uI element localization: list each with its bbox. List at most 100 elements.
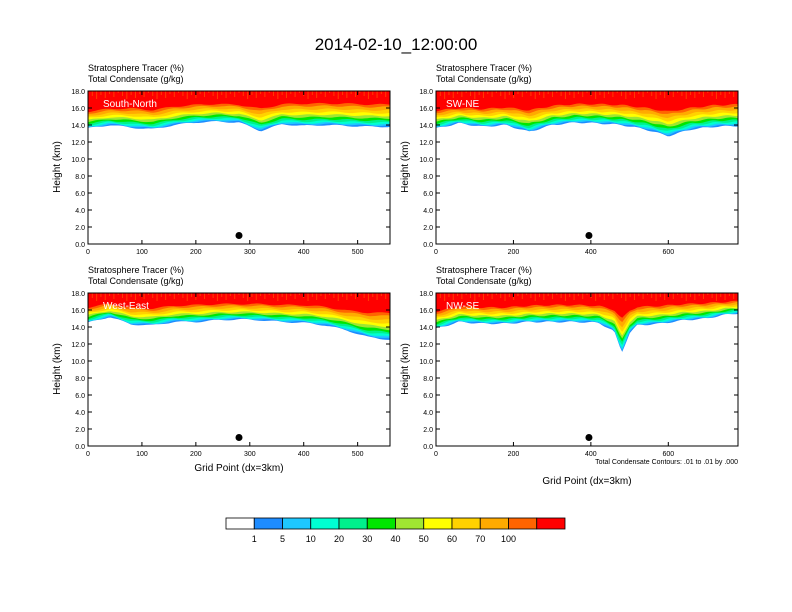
y-tick-label: 10.0 (419, 157, 433, 164)
colorbar-label: 10 (306, 534, 316, 544)
colorbar: 1 5 10 20 30 40 50 60 70 100 (225, 517, 566, 544)
panel-title-line-2: Total Condensate (g/kg) (88, 276, 184, 286)
y-tick-label: 6.0 (75, 393, 85, 400)
colorbar-swatch (479, 517, 509, 530)
tracer-contour-fill (88, 293, 390, 314)
plot-frame (435, 292, 739, 447)
x-tick-label: 200 (508, 451, 520, 458)
y-tick-label: 18.0 (419, 89, 433, 96)
colorbar-label: 100 (501, 534, 516, 544)
y-tick-label: 10.0 (71, 359, 85, 366)
plot-area (88, 91, 390, 244)
y-tick-label: 10.0 (419, 359, 433, 366)
x-tick-label: 400 (585, 451, 597, 458)
y-tick-label: 18.0 (419, 291, 433, 298)
y-tick-label: 16.0 (71, 106, 85, 113)
y-tick-label: 6.0 (423, 191, 433, 198)
colorbar-swatch (338, 517, 368, 530)
colorbar-swatch (366, 517, 396, 530)
y-tick-label: 10.0 (71, 157, 85, 164)
panel-west-east: Stratosphere Tracer (%) Total Condensate… (52, 265, 391, 474)
y-tick-label: 2.0 (423, 225, 433, 232)
x-tick-label: 0 (434, 249, 438, 256)
y-tick-label: 6.0 (75, 191, 85, 198)
y-tick-label: 14.0 (71, 123, 85, 130)
x-tick-label: 500 (352, 451, 364, 458)
y-tick-label: 4.0 (423, 208, 433, 215)
location-marker (585, 232, 593, 239)
axes: 0.0 2.0 4.0 6.0 8.0 10.0 12.0 14.0 16.0 18.0 0 100 2… (71, 89, 391, 256)
panel-title-line-1: Stratosphere Tracer (%) (88, 63, 184, 73)
colorbar-swatch (508, 517, 538, 530)
y-tick-label: 8.0 (423, 174, 433, 181)
panel-south-north: Stratosphere Tracer (%) Total Condensate… (52, 63, 391, 256)
colorbar-label: 5 (280, 534, 285, 544)
y-tick-label: 12.0 (419, 342, 433, 349)
panel-sw-ne: Stratosphere Tracer (%) Total Condensate… (400, 63, 739, 256)
y-tick-label: 0.0 (423, 242, 433, 249)
colorbar-swatch (253, 517, 283, 530)
y-tick-label: 14.0 (419, 123, 433, 130)
colorbar-swatch (310, 517, 340, 530)
x-tick-label: 200 (190, 451, 202, 458)
contour-footnote: Total Condensate Contours: .01 to .01 by… (595, 459, 738, 466)
y-tick-label: 4.0 (75, 208, 85, 215)
y-tick-label: 12.0 (71, 342, 85, 349)
x-tick-label: 100 (136, 451, 148, 458)
location-marker (235, 434, 243, 441)
colorbar-swatch (536, 517, 566, 530)
y-tick-label: 2.0 (75, 225, 85, 232)
y-tick-label: 2.0 (423, 427, 433, 434)
y-tick-label: 18.0 (71, 291, 85, 298)
x-axis-label: Grid Point (dx=3km) (194, 463, 283, 474)
colorbar-label: 1 (252, 534, 257, 544)
y-tick-label: 18.0 (71, 89, 85, 96)
plot-frame (87, 90, 391, 245)
plot-area (436, 293, 738, 446)
y-tick-label: 12.0 (419, 140, 433, 147)
x-tick-label: 400 (298, 249, 310, 256)
location-marker (585, 434, 593, 441)
x-axis-label: Grid Point (dx=3km) (542, 476, 631, 487)
x-tick-label: 0 (434, 451, 438, 458)
x-tick-label: 500 (352, 249, 364, 256)
y-axis-label: Height (km) (400, 141, 411, 193)
colorbar-swatch (282, 517, 312, 530)
y-tick-label: 12.0 (71, 140, 85, 147)
y-axis-label: Height (km) (400, 343, 411, 395)
x-tick-label: 600 (662, 249, 674, 256)
cross-section-label: SW-NE (446, 99, 479, 110)
figure-title: 2014-02-10_12:00:00 (315, 35, 478, 54)
panel-title-line-2: Total Condensate (g/kg) (88, 74, 184, 84)
y-axis-label: Height (km) (52, 141, 63, 193)
plot-area (436, 91, 738, 244)
panel-title-line-2: Total Condensate (g/kg) (436, 74, 532, 84)
panel-title-line-1: Stratosphere Tracer (%) (88, 265, 184, 275)
plot-frame (87, 292, 391, 447)
colorbar-swatch (395, 517, 425, 530)
panel-title-line-2: Total Condensate (g/kg) (436, 276, 532, 286)
colorbar-label: 50 (419, 534, 429, 544)
panel-nw-se: Stratosphere Tracer (%) Total Condensate… (400, 265, 739, 487)
y-tick-label: 6.0 (423, 393, 433, 400)
x-tick-label: 600 (662, 451, 674, 458)
x-tick-label: 0 (86, 451, 90, 458)
tracer-contour-fill (436, 91, 738, 112)
panel-title-line-1: Stratosphere Tracer (%) (436, 265, 532, 275)
y-tick-label: 8.0 (423, 376, 433, 383)
y-tick-label: 0.0 (75, 444, 85, 451)
x-tick-label: 200 (190, 249, 202, 256)
colorbar-label: 20 (334, 534, 344, 544)
cross-section-label: South-North (103, 99, 157, 110)
location-marker (235, 232, 243, 239)
y-tick-label: 8.0 (75, 376, 85, 383)
y-tick-label: 8.0 (75, 174, 85, 181)
cross-section-label: West-East (103, 301, 149, 312)
y-tick-label: 14.0 (419, 325, 433, 332)
colorbar-swatch (225, 517, 255, 530)
colorbar-label: 60 (447, 534, 457, 544)
x-tick-label: 100 (136, 249, 148, 256)
y-tick-label: 16.0 (71, 308, 85, 315)
panel-title-line-1: Stratosphere Tracer (%) (436, 63, 532, 73)
